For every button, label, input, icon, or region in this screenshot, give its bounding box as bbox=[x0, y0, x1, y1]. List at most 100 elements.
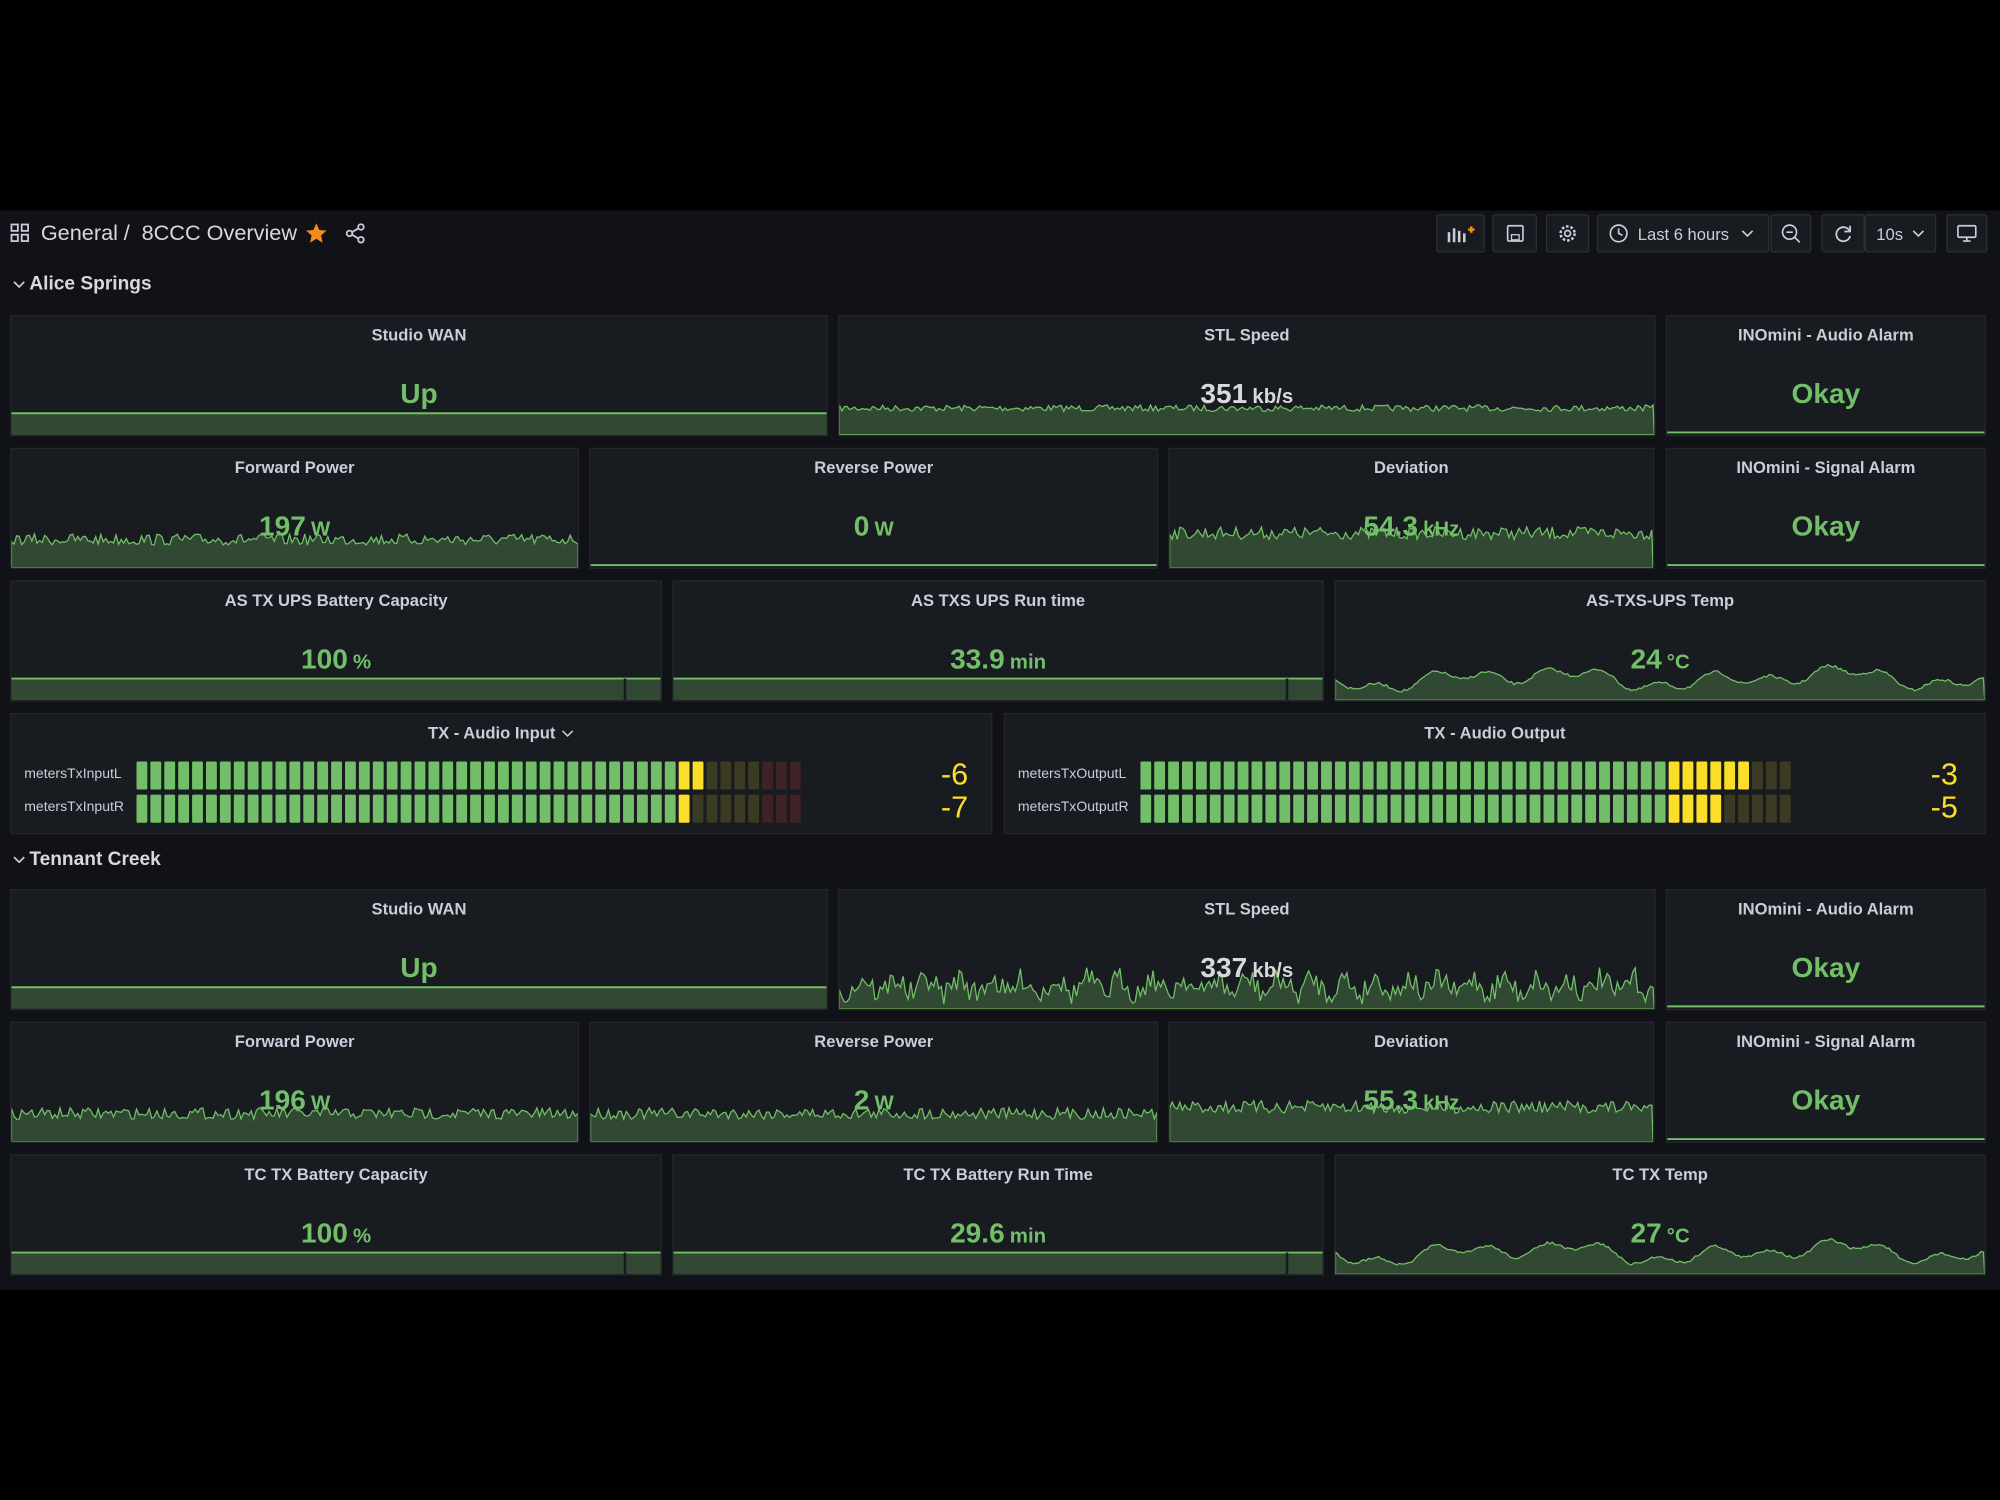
meter-segment bbox=[1321, 761, 1332, 790]
unit: kHz bbox=[1423, 1093, 1460, 1115]
meter-segment bbox=[706, 761, 718, 790]
meter-segment bbox=[205, 761, 217, 790]
meter-segment bbox=[1501, 794, 1513, 823]
time-picker[interactable]: Last 6 hours bbox=[1596, 214, 1770, 253]
meter-segment bbox=[692, 794, 704, 823]
row-chevron bbox=[13, 281, 25, 289]
meter-segment bbox=[1279, 794, 1291, 823]
meter-segment bbox=[1640, 794, 1652, 823]
meter-segment bbox=[261, 761, 273, 790]
refresh-interval[interactable]: 10s bbox=[1864, 214, 1937, 253]
panel-value: 100% bbox=[11, 643, 660, 676]
separator: / bbox=[123, 220, 130, 245]
panel-value: 24 °C bbox=[1335, 643, 1984, 676]
folder-link[interactable]: General bbox=[40, 220, 118, 245]
sparkline bbox=[11, 531, 578, 568]
meter-segment bbox=[275, 794, 287, 823]
panel-title-text: Reverse Power bbox=[814, 1031, 934, 1052]
meter-segment bbox=[595, 761, 607, 790]
meter-segment bbox=[553, 761, 565, 790]
meter-segment bbox=[1404, 794, 1416, 823]
row-title[interactable]: Alice Springs bbox=[13, 273, 152, 295]
meter-segment bbox=[1765, 794, 1777, 823]
panel-title-text: INOmini - Audio Alarm bbox=[1738, 899, 1914, 919]
meter-segment bbox=[581, 794, 593, 823]
meter-segment bbox=[539, 794, 551, 823]
meter-segment bbox=[748, 794, 760, 823]
meter-segment bbox=[1418, 794, 1430, 823]
panel-title-text: Forward Power bbox=[234, 1031, 355, 1052]
panel-value: Up bbox=[11, 952, 826, 985]
meter-segment bbox=[539, 761, 551, 790]
value: 196 bbox=[259, 1084, 306, 1117]
bar-gap bbox=[1285, 1252, 1289, 1275]
meter-segment bbox=[1571, 794, 1583, 823]
meter-segment bbox=[497, 794, 509, 823]
star-icon[interactable] bbox=[305, 222, 328, 245]
meter-segment bbox=[470, 794, 481, 823]
tv-mode-button[interactable] bbox=[1946, 214, 1988, 253]
panel-value: 55.3 kHz bbox=[1170, 1084, 1653, 1117]
panel: Forward Power 197 W bbox=[10, 447, 580, 569]
sparkline bbox=[11, 677, 661, 701]
meter-segment bbox=[1446, 794, 1458, 823]
row-name: Alice Springs bbox=[29, 272, 152, 295]
meter-segment bbox=[192, 794, 203, 823]
meter-segment bbox=[1334, 761, 1346, 790]
panel-value: 29.6 min bbox=[673, 1217, 1322, 1250]
panel-title-text: Deviation bbox=[1374, 1031, 1449, 1052]
meter-segment bbox=[1209, 794, 1221, 823]
zoom-out-button[interactable] bbox=[1770, 214, 1812, 253]
meter-segment bbox=[1307, 794, 1318, 823]
panel-title: TX - Audio Input bbox=[11, 723, 991, 742]
row-title[interactable]: Tennant Creek bbox=[13, 848, 161, 870]
meter-segment bbox=[1779, 761, 1791, 790]
panel: AS TX UPS Battery Capacity 100% bbox=[10, 580, 662, 702]
panel-title-text: INOmini - Signal Alarm bbox=[1736, 1031, 1916, 1052]
meter-segment bbox=[650, 794, 662, 823]
meter-segment bbox=[1209, 761, 1221, 790]
apps-icon[interactable] bbox=[10, 223, 30, 243]
meter-segment bbox=[1140, 794, 1152, 823]
meter-segment bbox=[386, 794, 398, 823]
panel: Reverse Power 2 W bbox=[589, 1021, 1159, 1143]
meter-segment bbox=[1432, 761, 1444, 790]
meter-name: metersTxInputR bbox=[24, 799, 125, 816]
meter-segment bbox=[664, 794, 676, 823]
meter-segment bbox=[1237, 761, 1249, 790]
meter-segment bbox=[1223, 794, 1235, 823]
meter-segment bbox=[358, 794, 370, 823]
meter bbox=[136, 761, 801, 790]
share-icon[interactable] bbox=[345, 223, 366, 244]
save-button[interactable] bbox=[1492, 214, 1537, 253]
meter-segment bbox=[150, 761, 162, 790]
meter-segment bbox=[1501, 761, 1513, 790]
settings-button[interactable] bbox=[1545, 214, 1590, 253]
meter-segment bbox=[1654, 761, 1666, 790]
panel: INOmini - Audio Alarm Okay bbox=[1665, 889, 1986, 1011]
meter-segment bbox=[1195, 794, 1207, 823]
bar-fill bbox=[673, 1252, 1323, 1275]
area bbox=[11, 531, 578, 568]
panel-title: STL Speed bbox=[839, 325, 1654, 344]
dashboard-title[interactable]: 8CCC Overview bbox=[141, 220, 298, 245]
meter-segment bbox=[1571, 761, 1583, 790]
meter-segment bbox=[400, 761, 412, 790]
panel: TC TX Temp 27 °C bbox=[1334, 1154, 1986, 1276]
meter-segment bbox=[678, 761, 690, 790]
meter-segment bbox=[595, 794, 607, 823]
sparkline bbox=[11, 986, 827, 1009]
meter-segment bbox=[1251, 794, 1263, 823]
meter-segment bbox=[748, 761, 760, 790]
meter-segment bbox=[609, 761, 621, 790]
meter-value: -7 bbox=[940, 790, 969, 826]
meter-segment bbox=[1752, 761, 1763, 790]
meter-segment bbox=[386, 761, 398, 790]
sparkline bbox=[839, 403, 1655, 435]
refresh-button[interactable] bbox=[1821, 214, 1865, 253]
meter-segment bbox=[400, 794, 412, 823]
meter-segment bbox=[1682, 794, 1694, 823]
add-panel-button[interactable] bbox=[1436, 214, 1485, 253]
meter-value: -3 bbox=[1930, 757, 1958, 793]
meter-segment bbox=[1321, 794, 1332, 823]
